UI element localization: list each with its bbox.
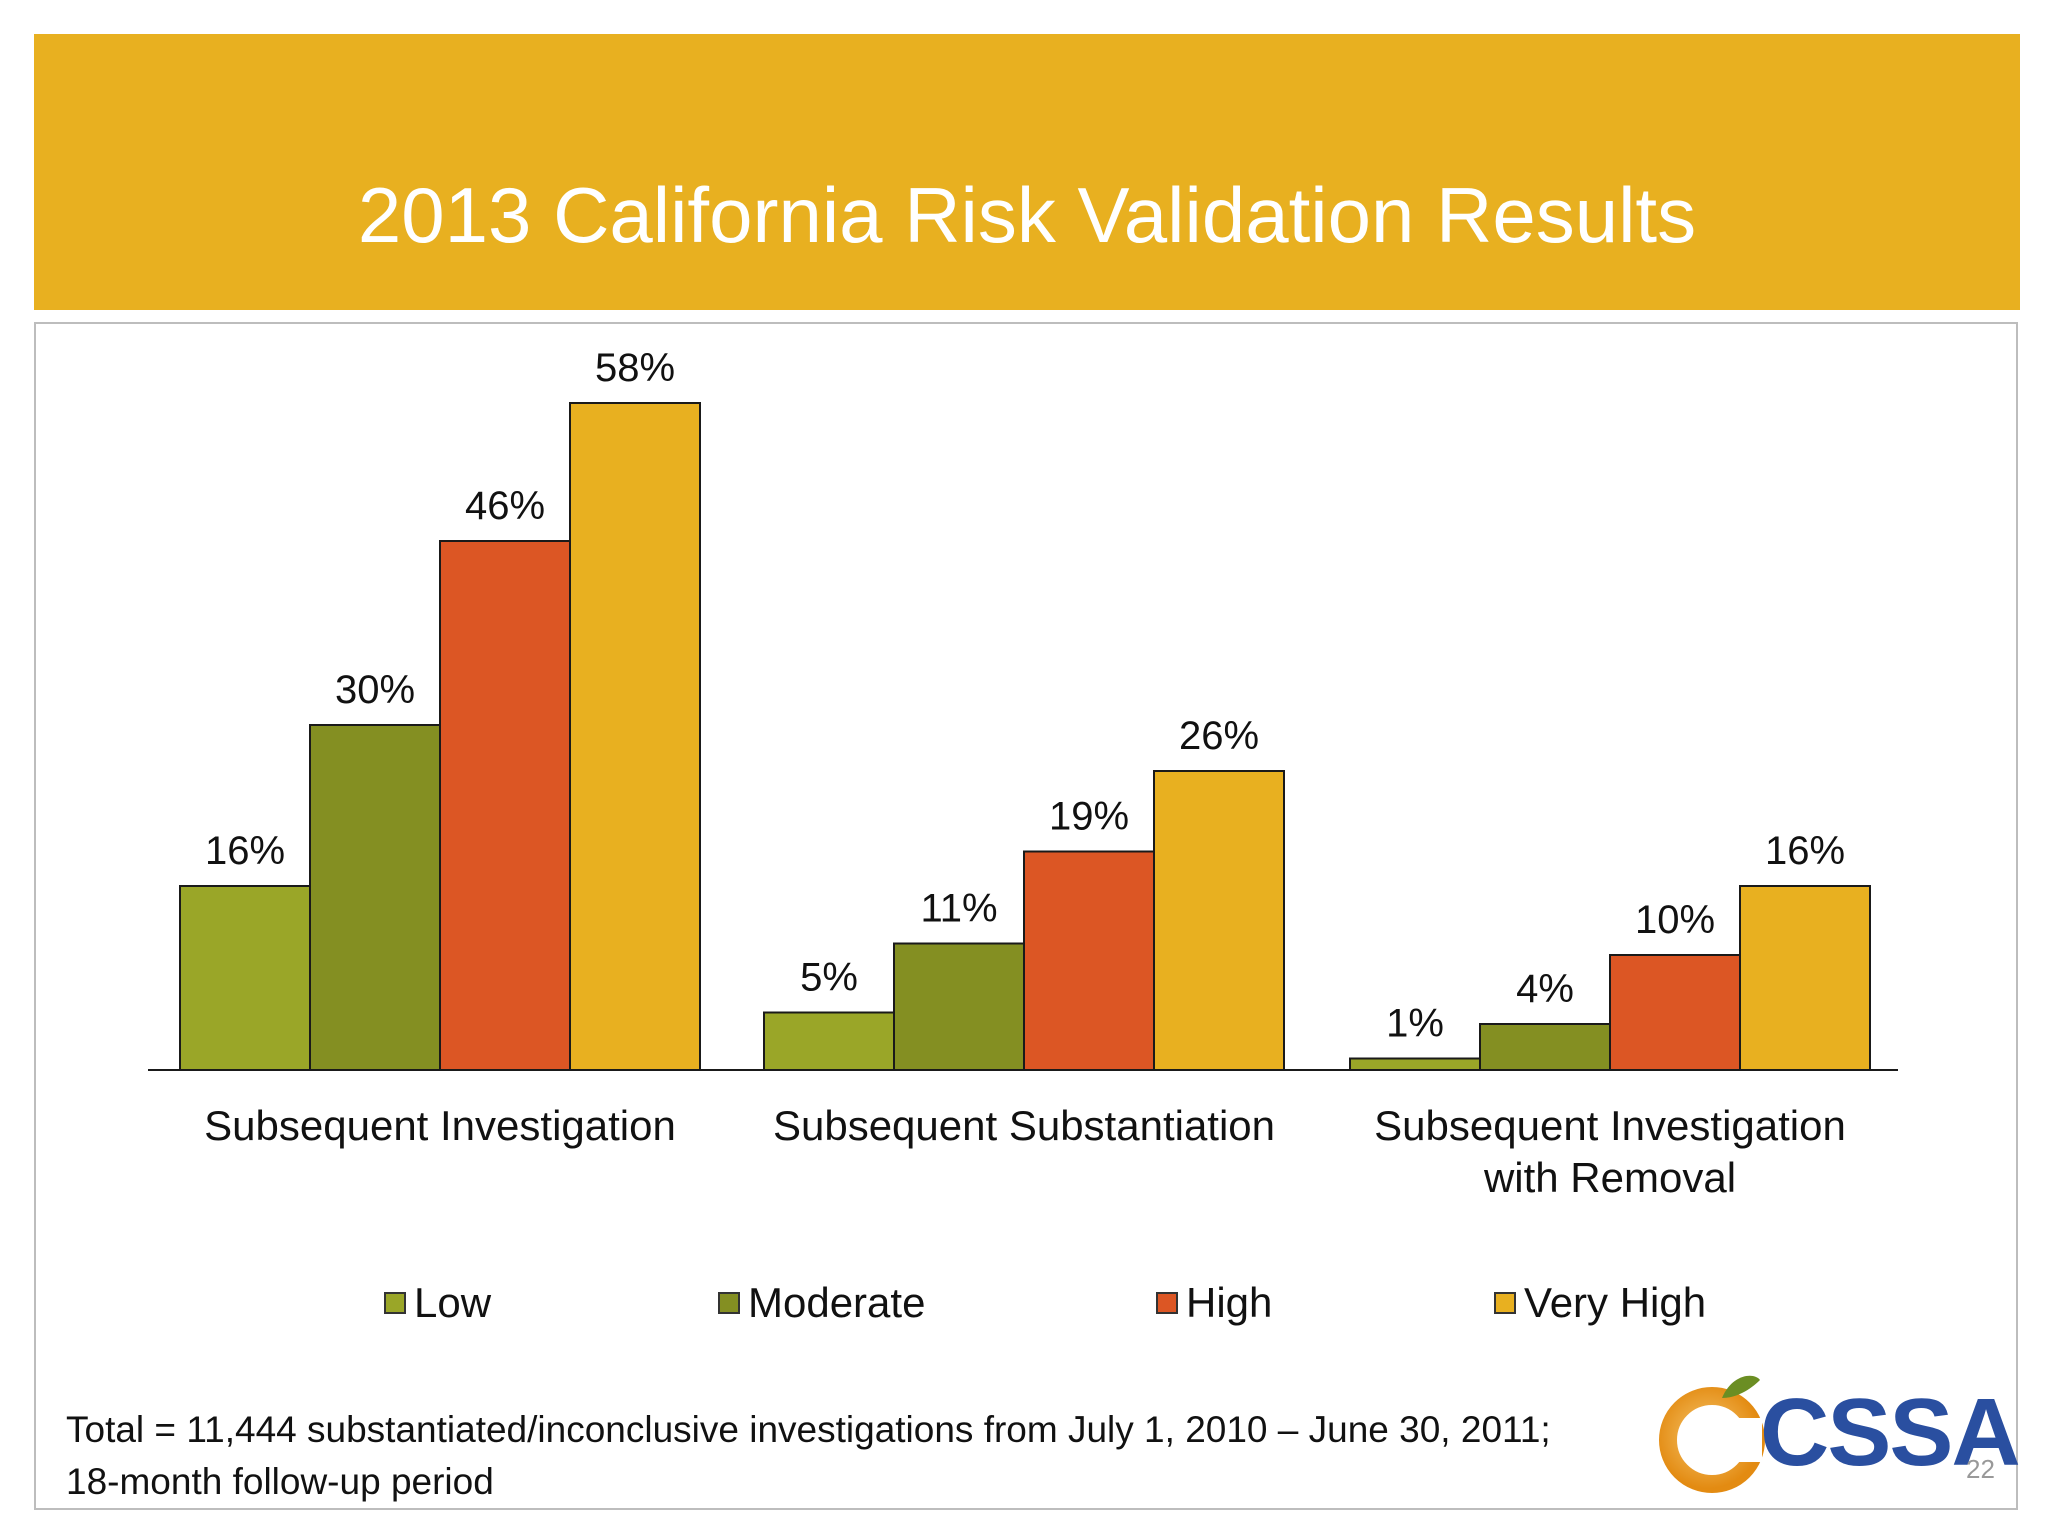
legend-label: Low	[414, 1279, 492, 1326]
legend-swatch	[718, 1292, 740, 1314]
data-label: 30%	[335, 668, 415, 712]
category-label: with Removal	[1483, 1154, 1736, 1201]
bar-moderate-3	[1479, 1023, 1611, 1071]
page-number: 22	[1966, 1454, 1995, 1484]
bar-low-2	[763, 1011, 895, 1071]
category-label: Subsequent Substantiation	[773, 1102, 1275, 1149]
bar-very-high-2	[1153, 770, 1285, 1071]
legend-swatch	[1494, 1292, 1516, 1314]
logo-text: CSSA	[1760, 1379, 2021, 1486]
data-label: 46%	[465, 484, 545, 528]
category-label: Subsequent Investigation	[1374, 1102, 1846, 1149]
title-banner: 2013 California Risk Validation Results	[34, 34, 2020, 310]
legend-label: High	[1186, 1279, 1273, 1326]
data-label: 16%	[1765, 829, 1845, 873]
legend-swatch	[384, 1292, 406, 1314]
data-label: 10%	[1635, 898, 1715, 942]
footnote: Total = 11,444 substantiated/inconclusiv…	[66, 1409, 1551, 1502]
bar-low-1	[179, 885, 311, 1071]
data-label: 5%	[800, 956, 858, 1000]
legend-item-high: High	[1156, 1278, 1272, 1328]
category-label: Subsequent Investigation	[204, 1102, 676, 1149]
bar-high-2	[1023, 850, 1155, 1071]
legend-swatch	[1156, 1292, 1178, 1314]
logo-orange-icon	[1659, 1375, 1765, 1493]
bar-moderate-1	[309, 724, 441, 1071]
legend-label: Very High	[1524, 1279, 1707, 1326]
data-label: 1%	[1386, 1002, 1444, 1046]
legend-item-very-high: Very High	[1494, 1278, 1706, 1328]
bar-high-1	[439, 540, 571, 1071]
cssa-logo: CSSA	[1650, 1368, 2021, 1498]
bar-high-3	[1609, 954, 1741, 1071]
data-label: 4%	[1516, 967, 1574, 1011]
data-label: 19%	[1049, 795, 1129, 839]
bar-very-high-1	[569, 402, 701, 1071]
content-frame	[34, 322, 2018, 1510]
bar-low-3	[1349, 1057, 1481, 1071]
slide-title: 2013 California Risk Validation Results	[357, 171, 1697, 259]
legend-label: Moderate	[748, 1279, 926, 1326]
legend-item-moderate: Moderate	[718, 1278, 925, 1328]
bar-moderate-2	[893, 942, 1025, 1071]
bar-very-high-3	[1739, 885, 1871, 1071]
data-label: 16%	[205, 829, 285, 873]
data-label: 58%	[595, 346, 675, 390]
data-label: 11%	[920, 887, 997, 931]
legend-item-low: Low	[384, 1278, 491, 1328]
data-label: 26%	[1179, 714, 1259, 758]
frame-top-line	[34, 322, 2018, 324]
